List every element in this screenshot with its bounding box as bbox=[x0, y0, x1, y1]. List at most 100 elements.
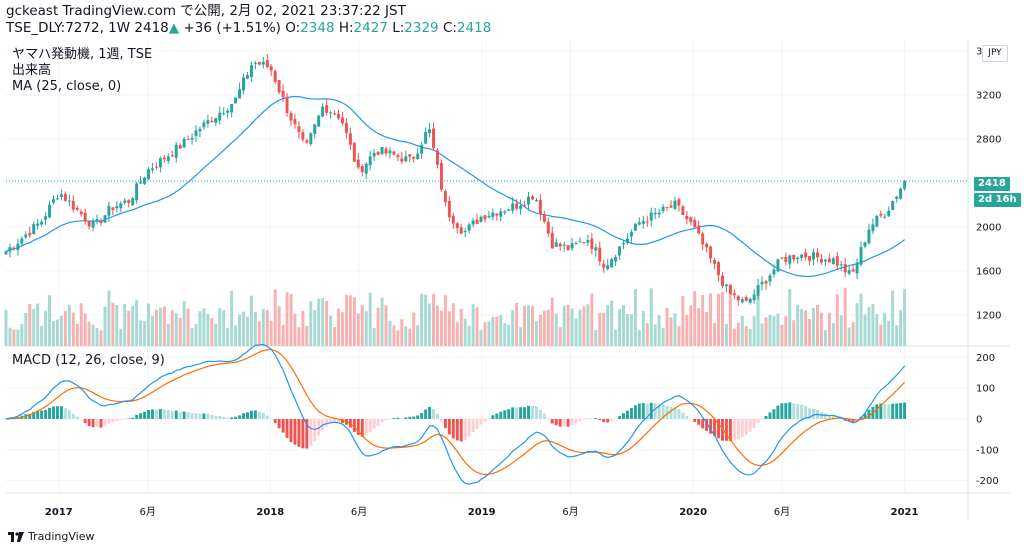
candle-body bbox=[491, 212, 495, 217]
macd-hist-bar bbox=[329, 418, 333, 425]
volume-bar bbox=[879, 324, 883, 346]
candle-body bbox=[154, 166, 158, 168]
candle-body bbox=[871, 224, 875, 232]
volume-bar bbox=[257, 321, 261, 346]
candle-body bbox=[748, 298, 752, 303]
price-tick-label: 2000 bbox=[976, 223, 1001, 234]
volume-bar bbox=[534, 321, 538, 346]
macd-hist-bar bbox=[685, 416, 689, 419]
volume-bar bbox=[590, 293, 594, 346]
candle-body bbox=[99, 221, 103, 224]
volume-bar bbox=[538, 314, 542, 346]
volume-bar bbox=[131, 305, 135, 346]
candle-body bbox=[55, 198, 59, 200]
macd-hist-bar bbox=[384, 418, 388, 421]
candle-body bbox=[732, 293, 736, 296]
macd-hist-bar bbox=[178, 411, 182, 419]
macd-line bbox=[5, 343, 906, 485]
volume-bar bbox=[705, 312, 709, 346]
macd-hist-bar bbox=[317, 418, 321, 436]
macd-tick-label: 200 bbox=[976, 353, 995, 364]
macd-hist-bar bbox=[732, 418, 736, 441]
candle-body bbox=[59, 194, 63, 197]
macd-hist-bar bbox=[79, 418, 83, 420]
candle-body bbox=[519, 205, 523, 209]
volume-bar bbox=[99, 330, 103, 346]
footer-brand-label: TradingView bbox=[28, 530, 95, 543]
volume-bar bbox=[289, 294, 293, 346]
macd-hist-bar bbox=[800, 404, 804, 419]
macd-hist-bar bbox=[519, 407, 523, 419]
candle-body bbox=[788, 255, 792, 264]
volume-bar bbox=[760, 323, 764, 346]
candle-body bbox=[649, 212, 653, 221]
macd-tick-label: 100 bbox=[976, 384, 995, 395]
macd-hist-bar bbox=[618, 416, 622, 419]
currency-button[interactable]: JPY bbox=[982, 45, 1008, 62]
macd-hist-bar bbox=[99, 418, 103, 428]
volume-bar bbox=[744, 326, 748, 346]
volume-bar bbox=[28, 304, 32, 346]
candle-body bbox=[724, 284, 728, 287]
candle-body bbox=[428, 129, 432, 134]
x-tick-label: 2019 bbox=[468, 507, 496, 518]
macd-hist-bar bbox=[875, 404, 879, 419]
volume-bar bbox=[503, 323, 507, 346]
macd-hist-bar bbox=[511, 407, 515, 419]
candle-body bbox=[24, 234, 28, 238]
volume-bar bbox=[75, 323, 79, 346]
candle-body bbox=[598, 247, 602, 262]
volume-bar bbox=[230, 290, 234, 346]
volume-bar bbox=[752, 316, 756, 346]
candle-body bbox=[305, 140, 309, 143]
macd-hist-bar bbox=[420, 413, 424, 419]
macd-hist-bar bbox=[32, 411, 36, 419]
macd-hist-bar bbox=[428, 406, 432, 419]
volume-bar bbox=[309, 301, 313, 346]
high-value: 2427 bbox=[353, 20, 388, 36]
x-tick-label: 6月 bbox=[351, 506, 367, 518]
volume-bar bbox=[71, 312, 75, 346]
macd-hist-bar bbox=[435, 413, 439, 419]
footer-brand[interactable]: TradingView bbox=[8, 530, 94, 543]
candle-body bbox=[214, 118, 218, 123]
volume-bar bbox=[12, 329, 16, 346]
candle-body bbox=[515, 203, 519, 209]
macd-hist-bar bbox=[542, 413, 546, 419]
candle-body bbox=[253, 62, 257, 64]
volume-bar bbox=[59, 315, 63, 346]
candle-body bbox=[261, 62, 265, 65]
volume-bar bbox=[372, 327, 376, 346]
macd-hist-bar bbox=[673, 407, 677, 419]
volume-bar bbox=[234, 325, 238, 346]
macd-hist-bar bbox=[645, 403, 649, 419]
volume-bar bbox=[748, 328, 752, 346]
candle-body bbox=[744, 297, 748, 301]
candle-body bbox=[309, 133, 313, 145]
candle-body bbox=[388, 150, 392, 154]
volume-bar bbox=[653, 324, 657, 346]
macd-hist-bar bbox=[665, 405, 669, 419]
macd-hist-bar bbox=[823, 413, 827, 419]
macd-hist-bar bbox=[40, 410, 44, 419]
candle-body bbox=[804, 252, 808, 258]
candle-body bbox=[435, 150, 439, 165]
volume-bar bbox=[610, 300, 614, 346]
volume-bar bbox=[843, 287, 847, 346]
candle-body bbox=[265, 59, 269, 68]
candle-body bbox=[467, 224, 471, 231]
macd-hist-bar bbox=[796, 404, 800, 419]
volume-bar bbox=[194, 324, 198, 346]
volume-bar bbox=[523, 305, 527, 346]
candle-body bbox=[170, 155, 174, 157]
macd-hist-bar bbox=[340, 418, 344, 423]
candle-body bbox=[697, 225, 701, 234]
candle-body bbox=[356, 159, 360, 168]
macd-hist-bar bbox=[277, 418, 281, 429]
candle-body bbox=[242, 77, 245, 91]
macd-hist-bar bbox=[147, 410, 150, 419]
volume-bar bbox=[819, 312, 823, 346]
candle-body bbox=[835, 256, 839, 266]
candle-body bbox=[792, 254, 796, 260]
